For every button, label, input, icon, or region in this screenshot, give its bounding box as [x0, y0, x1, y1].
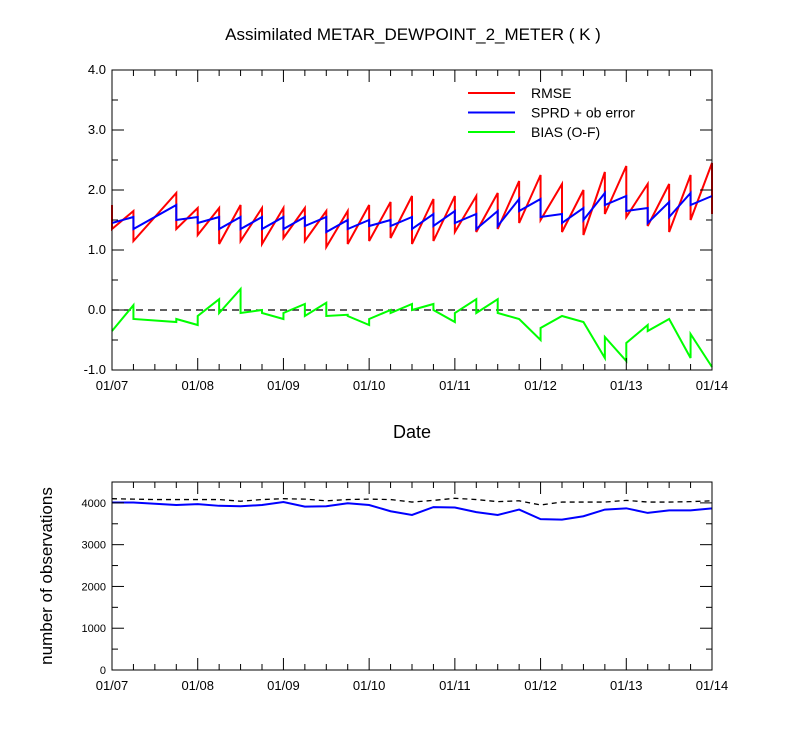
y-tick-label: -1.0: [84, 362, 106, 377]
bottom-plot-frame: [111, 481, 713, 671]
legend-label: SPRD + ob error: [531, 105, 635, 121]
y-tick-label: 4000: [82, 498, 106, 510]
x-tick-label: 01/11: [439, 378, 471, 393]
x-tick-label: 01/10: [353, 678, 386, 693]
x-tick-label: 01/09: [267, 678, 300, 693]
top-series-layer: [111, 162, 713, 368]
bottom-y-tick-labels: 0 1000 2000 3000 4000: [82, 498, 106, 677]
y-tick-label: 0.0: [88, 302, 106, 317]
chart-title: Assimilated METAR_DEWPOINT_2_METER ( K ): [225, 25, 601, 44]
y-axis-label: number of observations: [37, 487, 56, 665]
y-tick-label: 2000: [82, 581, 106, 593]
y-tick-label: 3000: [82, 540, 106, 552]
series-line-possible: [111, 497, 713, 506]
x-tick-label: 01/08: [181, 678, 214, 693]
y-tick-label: 1000: [82, 623, 106, 635]
x-tick-label: 01/12: [524, 678, 557, 693]
legend: RMSE SPRD + ob error BIAS (O-F): [468, 85, 635, 140]
top-axis-ticks: [111, 69, 713, 371]
y-tick-label: 0: [100, 665, 106, 677]
x-tick-label: 01/13: [610, 678, 643, 693]
y-tick-label: 2.0: [88, 182, 106, 197]
y-tick-label: 3.0: [88, 122, 106, 137]
top-x-tick-labels: 01/07 01/08 01/09 01/10 01/11 01/12 01/13 01/14: [96, 378, 729, 393]
x-tick-label: 01/07: [96, 678, 129, 693]
x-axis-label: Date: [393, 422, 431, 442]
legend-label: BIAS (O-F): [531, 124, 600, 140]
x-tick-label: 01/10: [353, 378, 386, 393]
x-tick-label: 01/07: [96, 378, 129, 393]
series-line-bias-o-f: [111, 286, 713, 368]
series-line-sprd-ob-error: [111, 190, 713, 234]
x-tick-label: 01/09: [267, 378, 300, 393]
x-tick-label: 01/12: [524, 378, 557, 393]
x-tick-label: 01/11: [439, 678, 471, 693]
bottom-series-layer: [111, 497, 713, 521]
bottom-x-tick-labels: 01/07 01/08 01/09 01/10 01/11 01/12 01/13 01/14: [96, 678, 729, 693]
x-tick-label: 01/14: [696, 678, 729, 693]
legend-label: RMSE: [531, 85, 571, 101]
top-y-tick-labels: -1.0 0.0 1.0 2.0 3.0 4.0: [84, 62, 106, 377]
series-line-assimilated: [112, 501, 713, 521]
y-tick-label: 4.0: [88, 62, 106, 77]
bottom-axis-ticks: [111, 481, 713, 671]
top-chart: Assimilated METAR_DEWPOINT_2_METER ( K )…: [84, 25, 729, 442]
x-tick-label: 01/14: [696, 378, 729, 393]
series-line-rmse: [111, 162, 713, 251]
x-tick-label: 01/13: [610, 378, 643, 393]
x-tick-label: 01/08: [181, 378, 214, 393]
y-tick-label: 1.0: [88, 242, 106, 257]
